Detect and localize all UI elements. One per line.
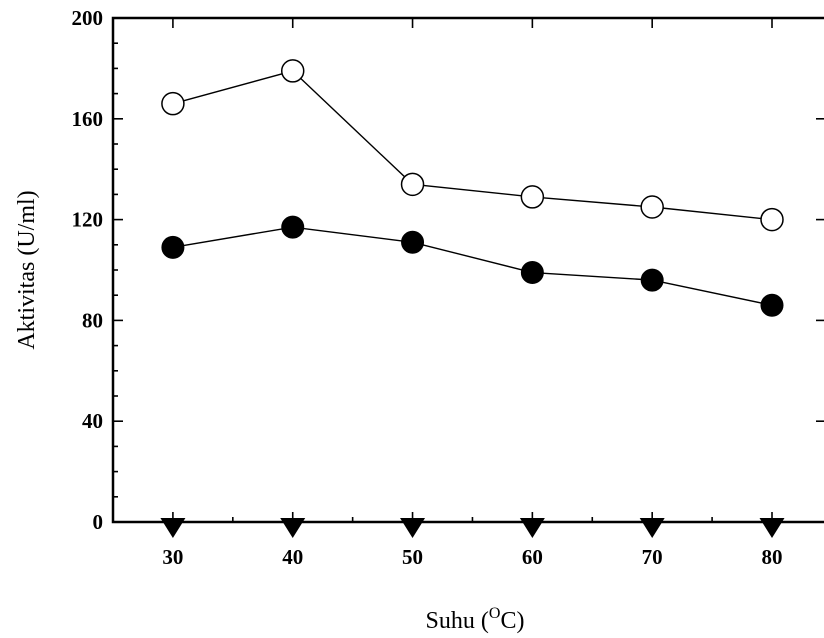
series-2-point bbox=[640, 268, 664, 292]
x-axis-title: Suhu (OC) bbox=[426, 605, 525, 634]
series-2-point bbox=[401, 230, 425, 254]
x-tick-label: 40 bbox=[282, 545, 303, 569]
x-tick-label: 70 bbox=[642, 545, 663, 569]
series-1-point bbox=[640, 195, 664, 219]
series-3-point bbox=[160, 518, 186, 538]
series-1-point bbox=[520, 185, 545, 209]
series-2-point bbox=[760, 293, 784, 317]
series-3-point bbox=[519, 518, 545, 538]
plot-area: 0 40 80 120 160 200 30 40 50 60 70 80 bbox=[72, 6, 824, 569]
x-axis-title-end: C) bbox=[500, 608, 524, 634]
y-tick-label: 0 bbox=[93, 510, 104, 534]
series-1-point bbox=[280, 59, 305, 83]
series-3-point bbox=[280, 518, 306, 538]
series-3-point bbox=[639, 518, 665, 538]
x-tick-label: 50 bbox=[402, 545, 423, 569]
series-3-point bbox=[400, 518, 426, 538]
y-tick-label: 160 bbox=[72, 107, 104, 131]
y-tick-label: 200 bbox=[72, 6, 104, 30]
x-tick-label: 30 bbox=[162, 545, 183, 569]
y-axis-title: Aktivitas (U/ml) bbox=[14, 190, 40, 349]
series-2-point bbox=[161, 235, 185, 259]
y-tick-label: 40 bbox=[82, 409, 103, 433]
series-2-point bbox=[281, 215, 305, 239]
series-2-line bbox=[172, 226, 773, 306]
y-tick-label: 120 bbox=[72, 208, 104, 232]
x-axis-title-superscript: O bbox=[489, 605, 501, 622]
series-3-point bbox=[759, 518, 785, 538]
series-1-line bbox=[172, 70, 773, 221]
y-tick-label: 80 bbox=[82, 308, 103, 332]
series-1-point bbox=[400, 172, 425, 197]
series-1-point bbox=[760, 207, 784, 232]
x-axis-title-main: Suhu ( bbox=[426, 608, 489, 634]
series-1-point bbox=[161, 91, 185, 116]
x-tick-label: 80 bbox=[762, 545, 783, 569]
plot-frame bbox=[111, 16, 824, 524]
series-2-point bbox=[520, 261, 544, 285]
x-tick-label: 60 bbox=[522, 545, 543, 569]
